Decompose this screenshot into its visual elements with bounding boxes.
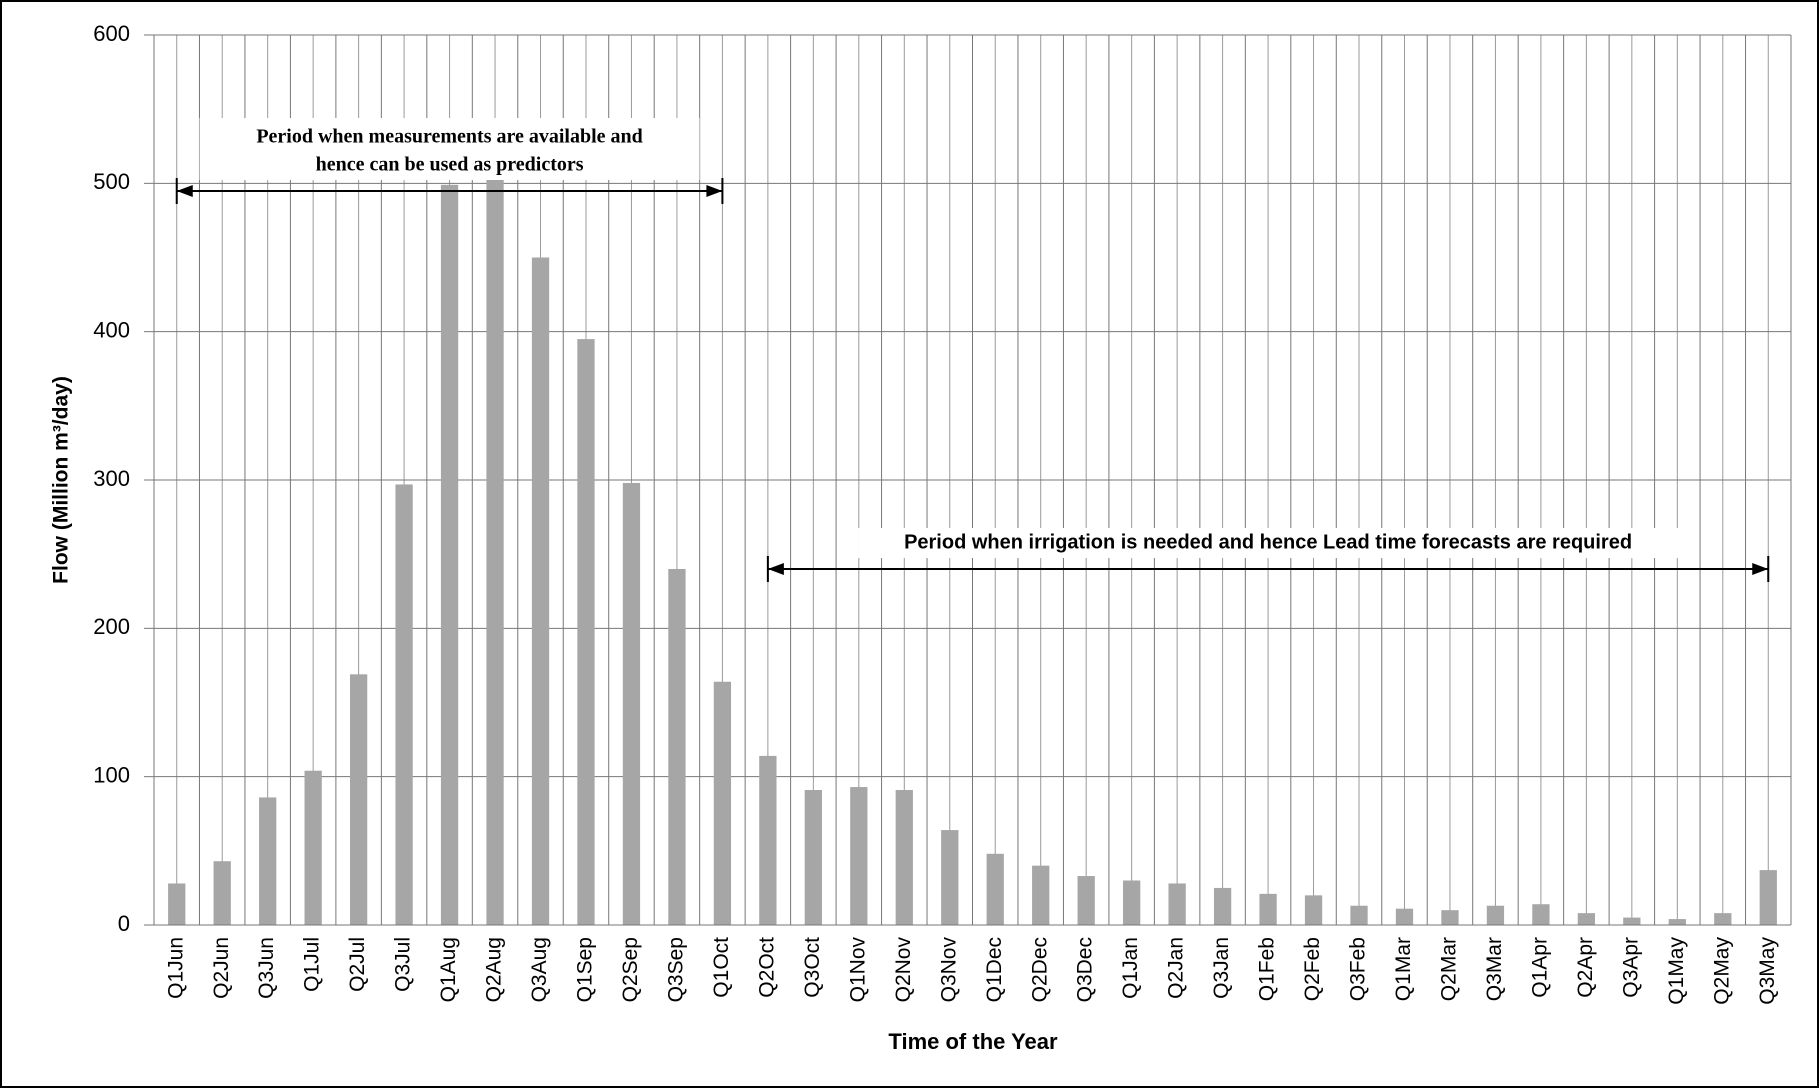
- x-tick-label: Q2Feb: [1301, 937, 1324, 1001]
- x-tick-label: Q3Jul: [392, 937, 415, 992]
- y-tick-label: 200: [93, 614, 130, 639]
- x-tick-label: Q3Aug: [528, 937, 551, 1002]
- x-tick-label: Q3Jun: [255, 937, 278, 999]
- bar: [440, 184, 459, 926]
- arrow-head: [176, 185, 193, 197]
- annotation-text: Period when measurements are available a…: [256, 126, 642, 148]
- bar: [577, 339, 595, 925]
- x-tick-label: Q2Sep: [619, 937, 642, 1002]
- arrow-head: [706, 185, 723, 197]
- bar: [259, 797, 277, 925]
- bar: [486, 175, 504, 925]
- bar: [213, 861, 231, 925]
- bar: [1123, 880, 1141, 925]
- arrow-head: [767, 563, 784, 575]
- x-tick-label: Q3Nov: [937, 937, 960, 1003]
- x-tick-label: Q3Mar: [1483, 937, 1506, 1001]
- x-tick-label: Q2Nov: [892, 937, 915, 1003]
- x-tick-label: Q3Feb: [1347, 937, 1370, 1001]
- x-tick-label: Q3Oct: [801, 937, 824, 998]
- bar: [1577, 913, 1596, 925]
- x-tick-label: Q2Jun: [210, 937, 233, 999]
- bar: [1259, 893, 1277, 925]
- bar: [759, 755, 777, 925]
- bar: [168, 883, 186, 925]
- x-tick-label: Q2Jul: [346, 937, 369, 992]
- bar: [1714, 913, 1732, 925]
- y-tick-label: 100: [93, 762, 130, 787]
- bar: [804, 790, 822, 925]
- bar: [1304, 895, 1323, 925]
- bar: [622, 482, 641, 925]
- bar: [1623, 917, 1641, 925]
- x-tick-label: Q3May: [1756, 937, 1779, 1005]
- x-tick-label: Q1Jul: [301, 937, 324, 992]
- bar: [395, 484, 413, 925]
- bar: [1168, 883, 1186, 925]
- x-tick-label: Q3Dec: [1074, 937, 1097, 1002]
- bar: [941, 830, 959, 925]
- x-tick-label: Q1Oct: [710, 937, 733, 998]
- bar: [668, 569, 686, 925]
- x-tick-label: Q2Apr: [1574, 937, 1597, 998]
- bar: [1486, 905, 1505, 925]
- y-tick-label: 500: [93, 169, 130, 194]
- y-tick-label: 300: [93, 466, 130, 491]
- bar: [713, 681, 732, 925]
- x-tick-label: Q1Dec: [983, 937, 1006, 1002]
- x-tick-label: Q1Apr: [1528, 937, 1551, 998]
- x-tick-label: Q3Jan: [1210, 937, 1233, 999]
- bar: [895, 790, 913, 925]
- x-tick-label: Q3Sep: [664, 937, 687, 1002]
- bar: [1032, 865, 1050, 925]
- x-tick-label: Q1Sep: [574, 937, 597, 1002]
- x-tick-label: Q1Jun: [164, 937, 187, 999]
- bar: [1532, 904, 1550, 925]
- x-tick-label: Q1Feb: [1256, 937, 1279, 1001]
- x-tick-label: Q1Nov: [846, 937, 869, 1003]
- bar: [349, 674, 368, 925]
- bar: [850, 787, 868, 925]
- x-tick-label: Q2May: [1710, 937, 1733, 1005]
- x-tick-label: Q3Apr: [1619, 937, 1642, 998]
- x-tick-label: Q1Mar: [1392, 937, 1415, 1001]
- y-tick-label: 600: [93, 21, 130, 46]
- arrow-head: [1752, 563, 1769, 575]
- x-tick-label: Q2Aug: [483, 937, 506, 1002]
- bar: [1759, 870, 1777, 925]
- bar: [531, 257, 550, 925]
- bar: [1350, 905, 1368, 925]
- annotation-box: [199, 118, 700, 180]
- bar: [1395, 908, 1414, 925]
- x-tick-label: Q2Oct: [755, 937, 778, 998]
- bar: [1213, 887, 1232, 925]
- annotation-box: [858, 528, 1679, 558]
- x-tick-label: Q1May: [1665, 937, 1688, 1005]
- x-axis-title: Time of the Year: [888, 1029, 1058, 1054]
- y-tick-label: 400: [93, 317, 130, 342]
- annotation-text: Period when irrigation is needed and hen…: [904, 531, 1632, 553]
- bar: [1668, 919, 1686, 925]
- x-tick-label: Q2Dec: [1028, 937, 1051, 1002]
- annotation-text: hence can be used as predictors: [316, 154, 584, 176]
- bar: [1441, 910, 1459, 925]
- x-tick-label: Q1Jan: [1119, 937, 1142, 999]
- bar: [1077, 876, 1095, 925]
- y-tick-label: 0: [118, 911, 130, 936]
- x-tick-label: Q2Jan: [1165, 937, 1188, 999]
- x-tick-label: Q1Aug: [437, 937, 460, 1002]
- y-axis-title: Flow (Million m³/day): [50, 376, 73, 584]
- x-tick-label: Q2Mar: [1438, 937, 1461, 1001]
- bar: [986, 853, 1004, 925]
- bar: [304, 770, 322, 925]
